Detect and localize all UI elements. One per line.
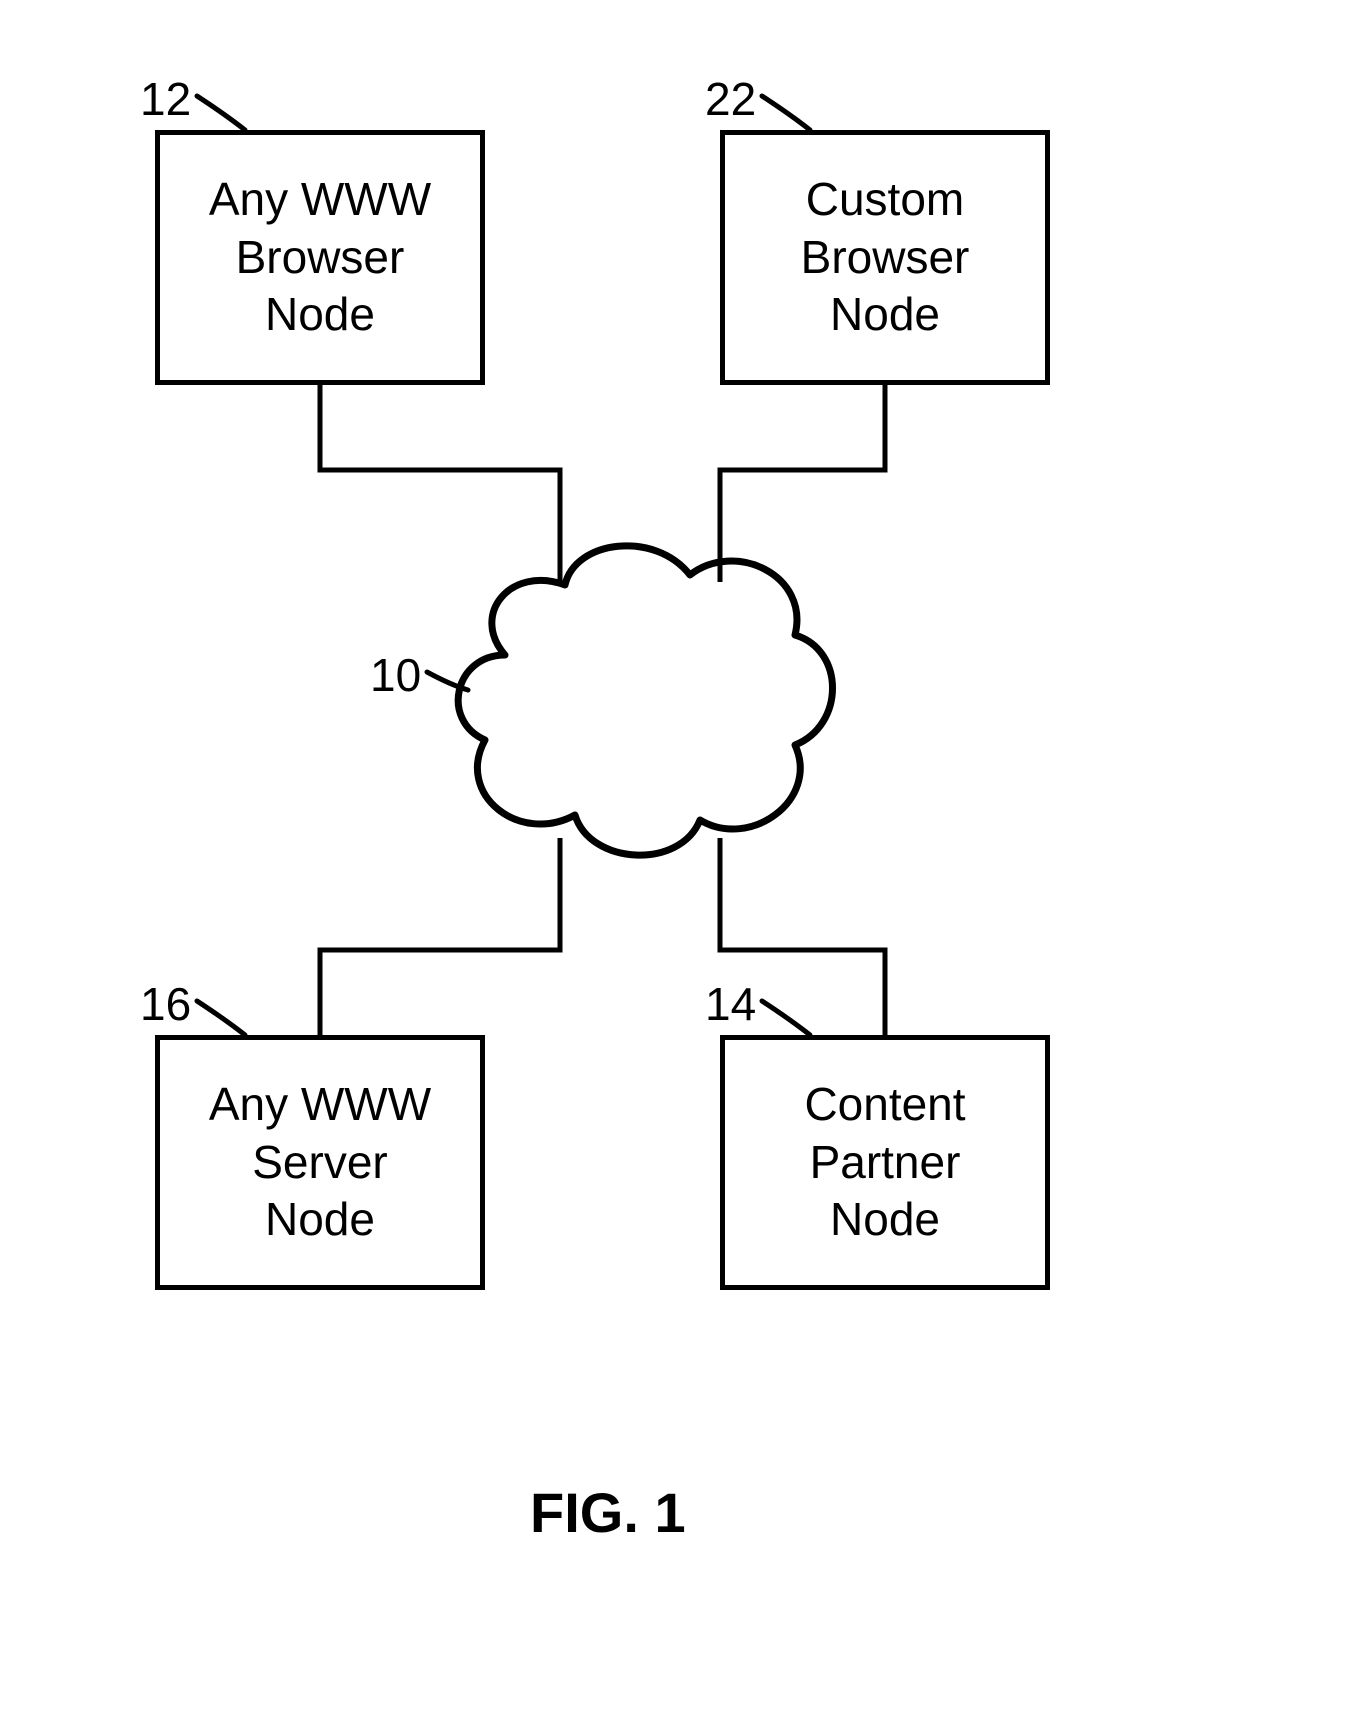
diagram-canvas: Any WWWBrowserNode CustomBrowserNode Any…: [0, 0, 1350, 1728]
node-label: CustomBrowserNode: [801, 171, 970, 344]
edge-n22-wan: [720, 385, 885, 582]
ref-label-22: 22: [705, 72, 756, 126]
ref-hook-12: [197, 96, 245, 130]
ref-hook-10: [427, 672, 468, 690]
node-label: Any WWWBrowserNode: [209, 171, 431, 344]
figure-title: FIG. 1: [530, 1480, 686, 1545]
ref-hook-22: [762, 96, 810, 130]
ref-hook-16: [197, 1001, 245, 1035]
ref-label-16: 16: [140, 977, 191, 1031]
node-label: ContentPartnerNode: [804, 1076, 965, 1249]
ref-label-10: 10: [370, 648, 421, 702]
ref-hook-14: [762, 1001, 810, 1035]
ref-label-12: 12: [140, 72, 191, 126]
ref-label-14: 14: [705, 977, 756, 1031]
cloud-label-wan: WAN: [580, 685, 700, 739]
node-content-partner: ContentPartnerNode: [720, 1035, 1050, 1290]
node-label: Any WWWServerNode: [209, 1076, 431, 1249]
node-www-server: Any WWWServerNode: [155, 1035, 485, 1290]
node-custom-browser: CustomBrowserNode: [720, 130, 1050, 385]
node-www-browser: Any WWWBrowserNode: [155, 130, 485, 385]
edge-n12-wan: [320, 385, 560, 582]
edge-n16-wan: [320, 838, 560, 1035]
